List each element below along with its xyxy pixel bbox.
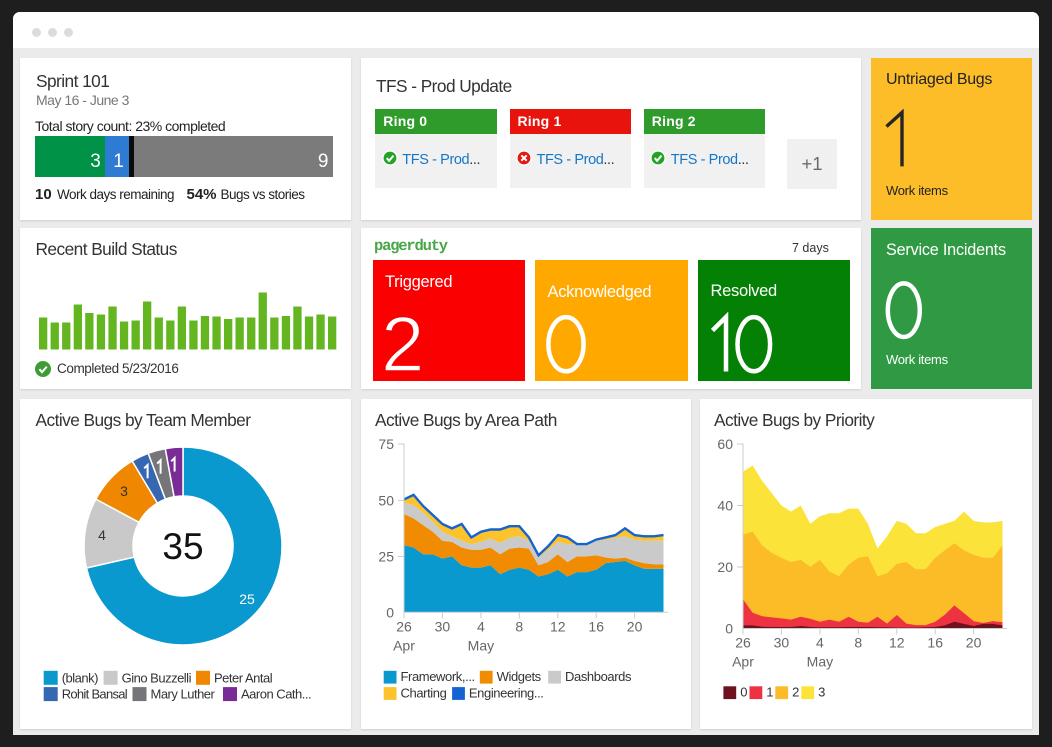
svg-text:26: 26	[735, 635, 751, 651]
svg-text:12: 12	[550, 618, 566, 634]
svg-text:Rohit Bansal: Rohit Bansal	[62, 687, 128, 702]
svg-text:0: 0	[740, 685, 747, 700]
svg-text:Gino Buzzelli: Gino Buzzelli	[122, 670, 192, 685]
svg-text:20: 20	[717, 559, 733, 575]
svg-text:8: 8	[515, 618, 523, 634]
svg-text:20: 20	[966, 635, 982, 651]
svg-text:25: 25	[239, 591, 255, 607]
svg-text:1: 1	[766, 685, 773, 700]
svg-text:Mary Luther: Mary Luther	[151, 687, 216, 702]
svg-text:0: 0	[386, 604, 394, 620]
svg-text:3: 3	[818, 685, 825, 700]
svg-text:Aaron Cath...: Aaron Cath...	[241, 687, 311, 702]
svg-text:30: 30	[435, 618, 451, 634]
svg-text:35: 35	[162, 526, 203, 567]
svg-text:Apr: Apr	[393, 637, 415, 653]
svg-text:16: 16	[927, 635, 943, 651]
svg-text:(blank): (blank)	[62, 670, 98, 685]
svg-text:Charting: Charting	[401, 685, 447, 700]
svg-text:Widgets: Widgets	[497, 669, 542, 684]
svg-text:3: 3	[120, 483, 128, 499]
svg-text:4: 4	[477, 618, 485, 634]
svg-text:4: 4	[98, 527, 106, 543]
svg-text:4: 4	[816, 635, 824, 651]
svg-text:20: 20	[627, 618, 643, 634]
svg-text:40: 40	[717, 498, 733, 514]
svg-text:75: 75	[378, 436, 394, 452]
svg-text:30: 30	[774, 635, 790, 651]
svg-text:8: 8	[854, 635, 862, 651]
svg-text:Dashboards: Dashboards	[565, 669, 632, 684]
svg-text:Engineering...: Engineering...	[469, 685, 544, 700]
svg-text:Framework,...: Framework,...	[401, 669, 475, 684]
svg-text:May: May	[807, 654, 833, 670]
svg-text:Apr: Apr	[732, 654, 754, 670]
svg-text:12: 12	[889, 635, 905, 651]
svg-text:60: 60	[717, 436, 733, 452]
svg-text:25: 25	[378, 548, 394, 564]
svg-text:50: 50	[378, 492, 394, 508]
svg-text:2: 2	[792, 685, 799, 700]
svg-text:Peter Antal: Peter Antal	[214, 670, 273, 685]
svg-text:May: May	[468, 637, 494, 653]
svg-text:0: 0	[725, 621, 733, 637]
svg-text:26: 26	[396, 618, 412, 634]
svg-text:16: 16	[588, 618, 604, 634]
